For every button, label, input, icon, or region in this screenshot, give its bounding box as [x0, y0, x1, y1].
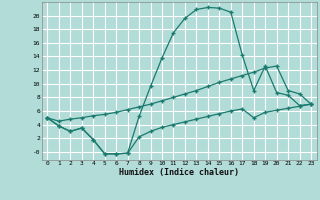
X-axis label: Humidex (Indice chaleur): Humidex (Indice chaleur) [119, 168, 239, 177]
